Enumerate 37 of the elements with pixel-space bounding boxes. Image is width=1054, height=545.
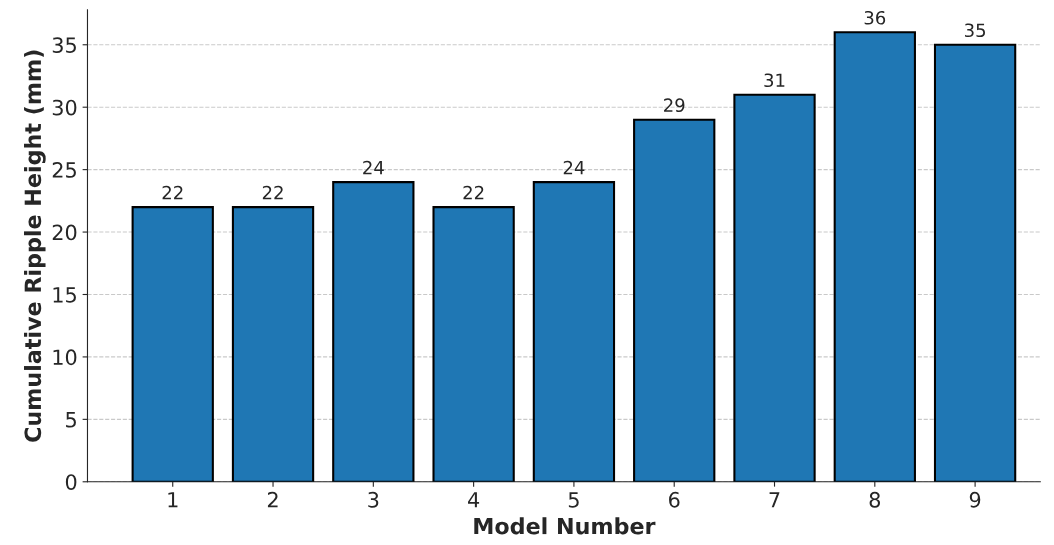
data-label: 22 xyxy=(262,185,283,200)
y-tick-label: 5 xyxy=(66,412,76,428)
data-label: 24 xyxy=(363,160,384,175)
y-tick-label: 0 xyxy=(65,474,77,490)
data-label: 31 xyxy=(764,73,785,88)
bar xyxy=(933,43,1017,482)
data-label: 35 xyxy=(964,23,986,38)
bar xyxy=(131,206,214,482)
data-label: 36 xyxy=(864,10,886,25)
x-tick-label: 3 xyxy=(368,491,379,508)
y-tick-label: 15 xyxy=(53,287,76,303)
bar xyxy=(231,206,315,482)
bar xyxy=(532,181,616,482)
x-axis-title: Model Number xyxy=(474,517,656,535)
data-label: 22 xyxy=(463,185,484,200)
y-tick-label: 35 xyxy=(52,37,76,53)
y-tick-label: 20 xyxy=(52,224,77,241)
x-tick-label: 2 xyxy=(267,491,278,508)
x-tick-label: 7 xyxy=(769,492,780,508)
data-label: 29 xyxy=(664,98,685,113)
bar xyxy=(332,181,415,482)
data-label: 22 xyxy=(162,185,183,200)
y-tick-label: 10 xyxy=(53,349,77,366)
y-axis-title: Cumulative Ripple Height (mm) xyxy=(24,50,46,442)
x-tick-label: 9 xyxy=(969,491,981,508)
x-tick-label: 6 xyxy=(669,491,680,508)
x-tick-label: 1 xyxy=(168,492,178,508)
bar xyxy=(833,31,916,482)
x-tick-label: 5 xyxy=(568,492,579,508)
y-tick-label: 30 xyxy=(52,99,77,116)
data-label: 24 xyxy=(563,160,585,175)
bar xyxy=(733,93,816,482)
bar xyxy=(432,206,515,482)
x-tick-label: 4 xyxy=(468,492,480,508)
y-tick-label: 25 xyxy=(52,162,76,178)
x-tick-label: 8 xyxy=(869,491,881,508)
bar xyxy=(633,118,716,482)
